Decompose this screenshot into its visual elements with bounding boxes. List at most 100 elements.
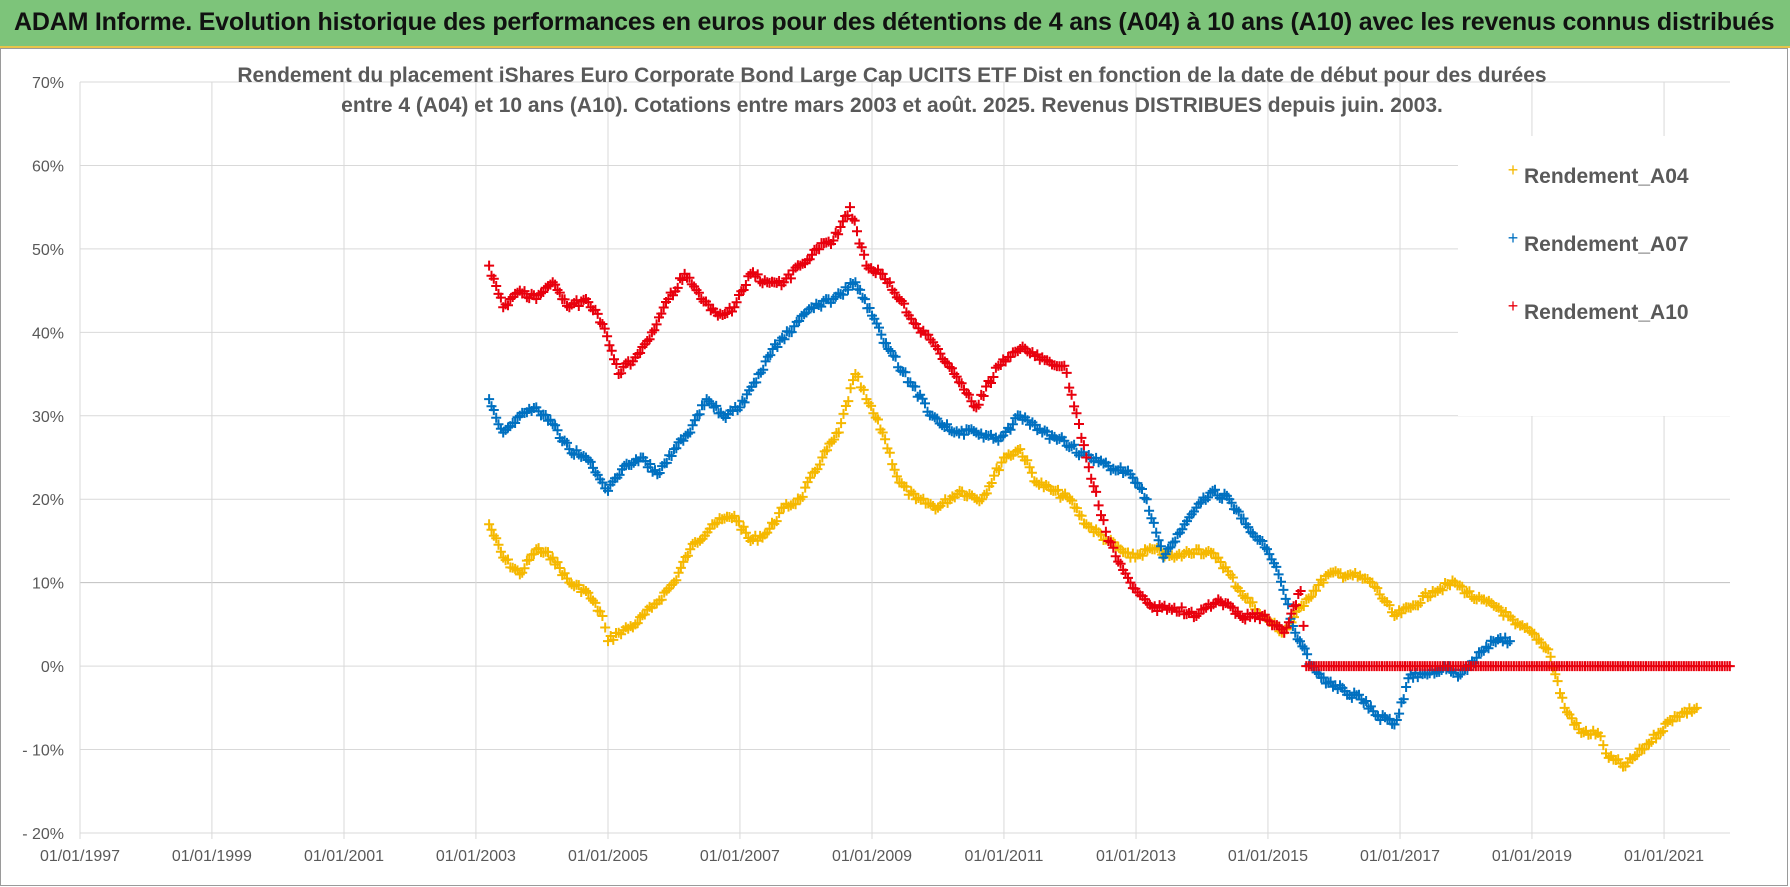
data-point xyxy=(498,552,509,563)
data-point-cluster xyxy=(951,371,979,412)
data-point-cluster xyxy=(863,398,886,435)
data-point-cluster xyxy=(748,529,770,546)
data-point-cluster xyxy=(1210,484,1232,504)
data-point-cluster xyxy=(616,621,638,640)
y-tick-label: 50% xyxy=(32,242,64,259)
data-point-cluster xyxy=(649,297,671,336)
data-point-cluster xyxy=(500,412,523,435)
data-point-cluster xyxy=(951,424,979,440)
data-point-cluster xyxy=(632,334,655,359)
legend: + Rendement_A04 + Rendement_A07 + Rendem… xyxy=(1458,136,1733,416)
data-point xyxy=(484,260,495,271)
data-point-cluster xyxy=(1452,580,1480,604)
data-point-cluster xyxy=(1369,581,1397,618)
x-tick-label: 01/01/2011 xyxy=(964,848,1043,865)
data-point-cluster xyxy=(1177,506,1199,535)
data-point-cluster xyxy=(621,454,644,470)
data-point-cluster xyxy=(486,401,506,434)
data-point-cluster xyxy=(1061,439,1089,461)
data-point-cluster xyxy=(885,346,913,388)
data-point xyxy=(850,277,861,288)
data-point xyxy=(817,452,828,463)
series-Rendement_A04 xyxy=(484,369,1702,772)
y-axis-tick-labels: 70% 60% 50% 40% 30% 20% 10% 0% - 10% - 20% xyxy=(22,75,64,843)
series-Rendement_A07 xyxy=(484,277,1515,730)
data-point-cluster xyxy=(1215,557,1243,594)
data-point-cluster xyxy=(1259,542,1282,572)
data-point xyxy=(1059,360,1070,371)
data-point-cluster xyxy=(847,213,870,260)
grid-lines xyxy=(79,81,1730,839)
x-tick-label: 01/01/2021 xyxy=(1624,848,1704,865)
data-point xyxy=(1279,627,1290,638)
data-point-cluster xyxy=(1655,715,1678,738)
data-point-cluster xyxy=(550,557,572,584)
data-point-cluster xyxy=(1050,484,1073,503)
y-tick-label: 70% xyxy=(32,75,64,92)
data-point xyxy=(484,519,495,530)
data-point-cluster xyxy=(654,450,677,478)
header-banner: ADAM Informe. Evolution historique des p… xyxy=(0,0,1790,48)
data-point-cluster xyxy=(550,420,572,448)
data-point xyxy=(603,485,614,496)
data-point xyxy=(795,260,806,271)
data-point-cluster xyxy=(649,580,677,610)
data-point xyxy=(729,510,740,521)
data-point-cluster xyxy=(687,523,715,549)
data-point-cluster xyxy=(671,428,693,454)
data-point xyxy=(1207,485,1218,496)
data-point-cluster xyxy=(1474,591,1502,612)
data-point-cluster xyxy=(1237,608,1265,625)
data-point-cluster xyxy=(731,271,754,308)
y-tick-label: 0% xyxy=(41,659,64,676)
data-point-cluster xyxy=(1105,462,1133,478)
data-point xyxy=(597,477,608,488)
data-point xyxy=(734,402,745,413)
data-point-cluster xyxy=(1127,472,1150,503)
data-point-cluster xyxy=(1298,620,1309,631)
x-axis-tick-labels: 01/01/1997 01/01/1999 01/01/2001 01/01/2003… xyxy=(40,848,1704,865)
data-point-cluster xyxy=(709,511,737,530)
data-point-cluster xyxy=(583,587,606,617)
data-point xyxy=(1015,444,1026,455)
chart-title-line-1: Rendement du placement iShares Euro Corp… xyxy=(237,64,1546,87)
data-point-cluster xyxy=(1276,576,1298,631)
data-point-cluster xyxy=(533,543,556,565)
data-point xyxy=(1103,535,1114,546)
data-point-cluster xyxy=(1688,661,1733,672)
data-point-cluster xyxy=(973,362,1001,410)
data-point-cluster xyxy=(1408,588,1436,611)
data-point-cluster xyxy=(913,493,941,515)
data-point-cluster xyxy=(600,622,611,633)
chart-title-line-2: entre 4 (A04) et 10 ans (A10). Cotations… xyxy=(341,94,1443,117)
data-point xyxy=(949,427,960,438)
data-point-cluster xyxy=(1512,618,1535,636)
data-point-cluster xyxy=(1171,602,1199,623)
data-point-cluster xyxy=(1193,597,1221,619)
data-point xyxy=(795,494,806,505)
data-point-cluster xyxy=(1226,497,1249,524)
x-tick-label: 01/01/2009 xyxy=(832,848,912,865)
data-point xyxy=(1455,669,1466,680)
y-tick-label: 20% xyxy=(32,492,64,509)
data-point xyxy=(1141,494,1152,505)
data-point-cluster xyxy=(605,464,627,490)
x-tick-label: 01/01/1999 xyxy=(172,848,252,865)
data-point-cluster xyxy=(1325,676,1348,694)
report-title: ADAM Informe. Evolution historique des p… xyxy=(14,8,1775,36)
data-point xyxy=(1081,452,1092,463)
legend-marker-a04: + xyxy=(1508,160,1519,180)
x-tick-label: 01/01/2001 xyxy=(304,848,384,865)
data-point xyxy=(603,636,614,647)
data-point-cluster xyxy=(500,554,523,576)
x-tick-label: 01/01/2007 xyxy=(700,848,780,865)
data-point xyxy=(751,377,762,388)
data-point-cluster xyxy=(638,452,660,477)
data-point-cluster xyxy=(1391,673,1414,725)
data-point-cluster xyxy=(957,486,985,507)
data-point-cluster xyxy=(1259,609,1287,635)
data-point-cluster xyxy=(671,550,693,586)
data-point-cluster xyxy=(896,478,919,500)
data-point-cluster xyxy=(797,459,825,502)
data-point-cluster xyxy=(1639,729,1662,755)
